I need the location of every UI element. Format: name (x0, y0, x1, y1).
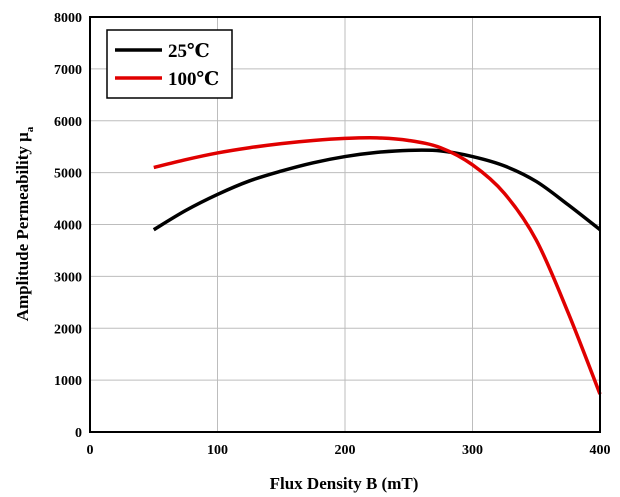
plot-frame (89, 16, 601, 433)
x-tick-labels: 0 100 200 300 400 (87, 443, 611, 458)
y-tick-label-0: 0 (75, 426, 82, 441)
x-tick-label-100: 100 (207, 443, 228, 458)
legend: 25℃ 100℃ (106, 29, 233, 99)
series-line-100c (153, 135, 602, 395)
y-axis-title-main: Amplitude Permeability μ (13, 132, 32, 321)
legend-label-25c: 25℃ (168, 41, 210, 62)
y-tick-label-8000: 8000 (54, 11, 82, 26)
x-axis-title: Flux Density B (mT) (270, 474, 419, 493)
y-tick-label-7000: 7000 (54, 63, 82, 78)
legend-label-100c: 100℃ (168, 69, 219, 90)
series-line-25c (152, 148, 602, 232)
series-layer (152, 135, 602, 395)
x-tick-label-400: 400 (590, 443, 611, 458)
y-tick-label-5000: 5000 (54, 167, 82, 182)
y-tick-label-4000: 4000 (54, 219, 82, 234)
y-axis-title-subscript: a (24, 126, 36, 132)
x-tick-label-0: 0 (87, 443, 94, 458)
y-tick-label-3000: 3000 (54, 270, 82, 285)
legend-box (106, 29, 233, 99)
x-tick-label-300: 300 (462, 443, 483, 458)
y-tick-label-6000: 6000 (54, 115, 82, 130)
y-tick-label-1000: 1000 (54, 374, 82, 389)
y-axis-title: Amplitude Permeability μa (13, 126, 36, 321)
y-tick-label-2000: 2000 (54, 322, 82, 337)
y-tick-labels: 0 1000 2000 3000 4000 5000 6000 7000 8000 (54, 11, 82, 441)
x-tick-label-200: 200 (335, 443, 356, 458)
